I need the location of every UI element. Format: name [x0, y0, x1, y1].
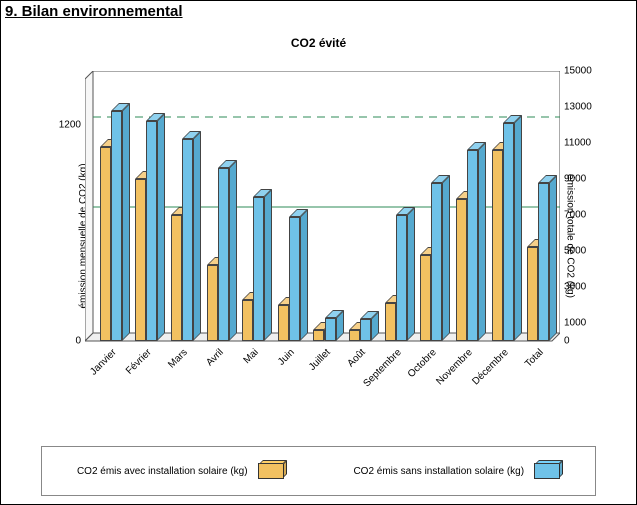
bar	[207, 265, 218, 341]
legend-label-solar: CO2 émis avec installation solaire (kg)	[77, 466, 248, 477]
bar	[218, 168, 229, 341]
ytick-right: 5000	[560, 246, 586, 257]
bar	[146, 121, 157, 341]
ytick-right: 15000	[560, 66, 592, 77]
bars-layer	[85, 71, 560, 341]
bar	[396, 215, 407, 341]
bar	[278, 305, 289, 341]
chart-title: CO2 évité	[1, 36, 636, 50]
chart-area: émission mensuelle de CO2 (kg) émission …	[29, 61, 616, 411]
bar	[385, 303, 396, 341]
bar	[182, 139, 193, 341]
bar	[135, 179, 146, 341]
bar	[431, 183, 442, 341]
ytick-left: 0	[75, 336, 85, 347]
plot-region: 0120001000300050007000900011000130001500…	[85, 71, 560, 341]
bar	[467, 150, 478, 341]
bar	[325, 318, 336, 341]
bar	[360, 319, 371, 341]
bar	[171, 215, 182, 341]
bar	[420, 255, 431, 341]
bar	[289, 217, 300, 341]
bar	[313, 330, 324, 341]
bar	[111, 111, 122, 341]
ytick-right: 0	[560, 336, 570, 347]
bar	[456, 199, 467, 341]
bar	[503, 123, 514, 341]
bar	[100, 147, 111, 341]
ytick-right: 3000	[560, 282, 586, 293]
document-section: 9. Bilan environnemental CO2 évité émiss…	[0, 0, 637, 505]
bar	[242, 300, 253, 341]
ytick-right: 13000	[560, 102, 592, 113]
ytick-right: 1000	[560, 318, 586, 329]
section-title: 9. Bilan environnemental	[1, 1, 636, 22]
legend-swatch-no-solar	[534, 463, 560, 479]
bar	[492, 150, 503, 341]
ytick-right: 11000	[560, 138, 591, 149]
ytick-right: 7000	[560, 210, 586, 221]
bar	[527, 247, 538, 341]
legend-item-no-solar: CO2 émis sans installation solaire (kg)	[353, 463, 560, 479]
legend-swatch-solar	[258, 463, 284, 479]
bar	[349, 330, 360, 341]
ytick-left: 1200	[59, 120, 85, 131]
ytick-right: 9000	[560, 174, 586, 185]
y-axis-right-label: émission totale de CO2 (kg)	[565, 174, 576, 298]
bar	[253, 197, 264, 341]
legend: CO2 émis avec installation solaire (kg) …	[41, 446, 596, 496]
bar	[538, 183, 549, 341]
legend-label-no-solar: CO2 émis sans installation solaire (kg)	[353, 466, 524, 477]
legend-item-solar: CO2 émis avec installation solaire (kg)	[77, 463, 284, 479]
